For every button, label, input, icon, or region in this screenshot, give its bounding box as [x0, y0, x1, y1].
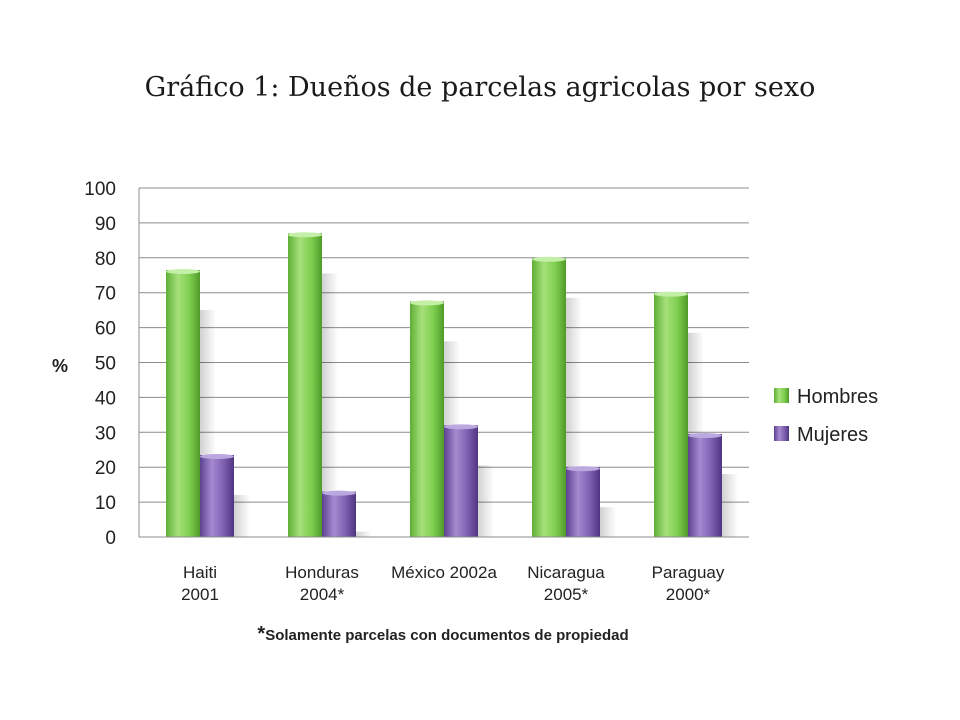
footnote: *Solamente parcelas con documentos de pr… — [257, 623, 628, 645]
y-tick-label: 50 — [95, 354, 116, 375]
bar-top-cap — [532, 256, 566, 262]
x-category-label: Nicaragua — [527, 563, 605, 582]
y-tick-label: 60 — [95, 319, 116, 340]
bar-top-cap — [166, 269, 200, 275]
bar-top-cap — [566, 466, 600, 472]
bar-top-cap — [444, 424, 478, 430]
bar-mujeres-0 — [200, 454, 234, 537]
bar-top-cap — [322, 490, 356, 496]
bar-top-cap — [410, 300, 444, 306]
footnote-star: * — [257, 623, 265, 645]
footnote-text: Solamente parcelas con documentos de pro… — [265, 627, 628, 644]
y-tick-label: 0 — [105, 528, 116, 549]
y-tick-label: 20 — [95, 458, 116, 479]
bar-mujeres-4 — [688, 434, 722, 537]
bars — [166, 232, 722, 537]
legend: Hombres Mujeres — [774, 386, 878, 446]
bar-shadow — [356, 531, 372, 537]
y-tick-label: 80 — [95, 249, 116, 270]
bar-hombres-0 — [166, 270, 200, 537]
y-tick-label: 10 — [95, 493, 116, 514]
x-category-label: 2005* — [544, 585, 589, 604]
bar-shadow — [234, 494, 250, 537]
bar-hombres-3 — [532, 257, 566, 537]
x-category-label: Paraguay — [652, 563, 725, 582]
bar-top-cap — [200, 453, 234, 459]
x-category-label: Haiti — [183, 563, 217, 582]
bar-top-cap — [688, 433, 722, 439]
y-axis-label: % — [52, 356, 68, 376]
x-category-label: Honduras — [285, 563, 359, 582]
y-tick-label: 70 — [95, 284, 116, 305]
y-tick-label: 90 — [95, 214, 116, 235]
axes — [138, 188, 749, 538]
bar-mujeres-3 — [566, 467, 600, 537]
bar-shadow — [478, 465, 494, 537]
bar-shadow — [322, 273, 338, 537]
bar-hombres-4 — [654, 292, 688, 537]
y-tick-label: 100 — [84, 179, 116, 200]
legend-swatch-hombres — [774, 388, 789, 403]
x-category-label: 2001 — [181, 585, 219, 604]
bar-shadow — [600, 507, 616, 537]
bar-top-cap — [288, 232, 322, 238]
chart-title: Gráfico 1: Dueños de parcelas agricolas … — [144, 72, 816, 103]
bar-mujeres-1 — [322, 491, 356, 537]
legend-swatch-mujeres — [774, 426, 789, 441]
y-tick-label: 30 — [95, 423, 116, 444]
bar-mujeres-2 — [444, 425, 478, 537]
x-category-label: 2000* — [666, 585, 711, 604]
legend-label-mujeres: Mujeres — [797, 424, 868, 446]
footnote: *Solamente parcelas con documentos de pr… — [257, 623, 628, 645]
bar-shadow — [722, 474, 738, 537]
labels: 0 10 20 30 40 50 60 70 80 90 100% Haiti 2001 Honduras… — [52, 179, 725, 604]
y-tick-label: 40 — [95, 388, 116, 409]
x-category-label: 2004* — [300, 585, 345, 604]
legend-label-hombres: Hombres — [797, 386, 878, 408]
bar-hombres-2 — [410, 301, 444, 537]
bar-top-cap — [654, 291, 688, 297]
x-category-label: México 2002a — [391, 563, 497, 582]
bar-hombres-1 — [288, 233, 322, 537]
